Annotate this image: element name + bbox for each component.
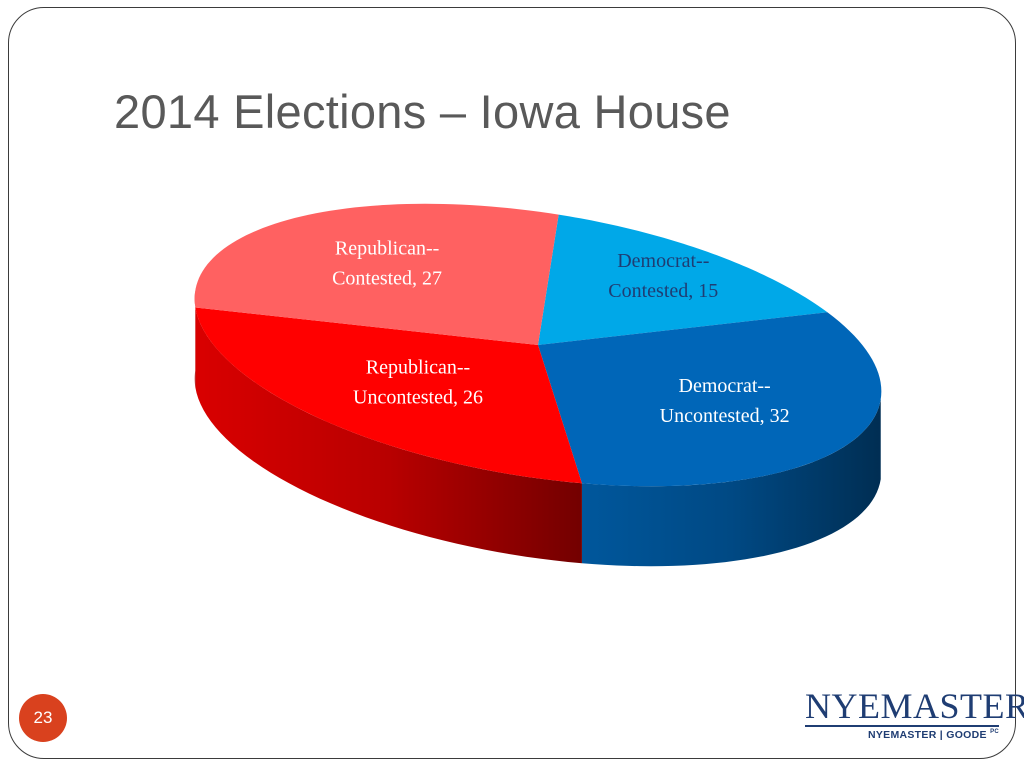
- pie-label-line: Uncontested, 26: [353, 386, 483, 408]
- logo-wordmark: NYEMASTER: [805, 686, 1024, 726]
- pie-slice-democrat-uncontested: [538, 312, 882, 487]
- pie-label-democrat-contested: Democrat-- Contested, 15: [608, 250, 718, 302]
- pie-label-line: Contested, 27: [332, 267, 442, 289]
- pie-label-line: Republican--: [366, 356, 470, 378]
- pie-slice-republican-uncontested: [195, 307, 582, 484]
- pie-label-line: Republican--: [335, 237, 439, 259]
- logo-subline-text: NYEMASTER | GOODE: [867, 729, 987, 741]
- pie-slice-republican-contested: [194, 203, 559, 345]
- pie-label-line: Democrat--: [679, 375, 771, 397]
- slide-title: 2014 Elections – Iowa House: [114, 85, 731, 138]
- pie-label-line: Uncontested, 32: [660, 405, 790, 427]
- logo-subline: NYEMASTER | GOODE PC: [868, 729, 999, 741]
- pie-label-line: Democrat--: [617, 250, 709, 272]
- nyemaster-logo: NYEMASTER NYEMASTER | GOODE PC: [805, 686, 1024, 746]
- logo-rule: [805, 725, 999, 727]
- slide-number-badge: 23: [19, 694, 67, 742]
- pie-side-democrat-uncontested: [581, 399, 881, 567]
- pie-label-democrat-uncontested: Democrat-- Uncontested, 32: [660, 375, 790, 427]
- pie-label-line: Contested, 15: [608, 280, 718, 302]
- pie-side-republican-uncontested: [195, 307, 582, 564]
- pie-label-republican-uncontested: Republican-- Uncontested, 26: [353, 356, 483, 408]
- pie-label-republican-contested: Republican-- Contested, 27: [332, 237, 442, 289]
- logo-suffix: PC: [990, 729, 999, 735]
- pie-slice-democrat-contested: [538, 214, 828, 345]
